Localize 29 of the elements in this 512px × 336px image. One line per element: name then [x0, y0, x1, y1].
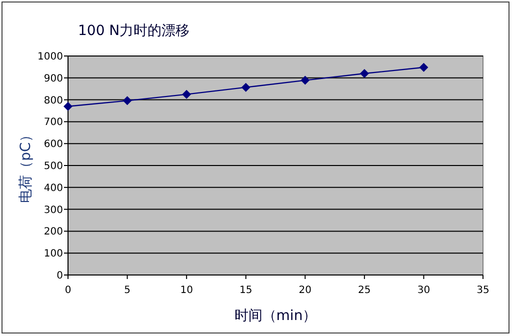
y-tick-label: 600	[44, 139, 63, 150]
x-tick-label: 10	[180, 285, 193, 296]
y-tick-label: 800	[44, 95, 63, 106]
x-tick-label: 25	[358, 285, 371, 296]
point	[122, 96, 132, 106]
y-tick-label: 500	[44, 161, 63, 172]
point	[360, 69, 369, 78]
x-tick-label: 20	[298, 285, 312, 296]
point	[182, 90, 192, 99]
chart-title: 100 N力时的漂移	[78, 23, 190, 39]
x-tick-label: 35	[476, 285, 490, 296]
point	[241, 82, 250, 92]
y-tick-label: 300	[44, 204, 63, 216]
x-tick-label: 5	[124, 285, 130, 296]
point	[419, 62, 428, 72]
y-tick-label: 100	[44, 248, 63, 260]
x-axis-title: 时间（min）	[234, 308, 317, 324]
y-tick-label: 900	[44, 73, 63, 84]
x-tick-label: 30	[417, 285, 430, 296]
x-tick-label: 0	[64, 285, 72, 296]
point	[300, 76, 310, 85]
y-axis-title: 电荷（pC）	[18, 128, 34, 203]
y-tick-label: 0	[56, 270, 63, 282]
y-tick-label: 1000	[38, 52, 63, 62]
y-tick-label: 200	[44, 226, 63, 238]
y-tick-label: 700	[44, 117, 63, 128]
y-tick-label: 400	[44, 182, 63, 194]
point	[64, 102, 72, 111]
x-tick-label: 15	[239, 285, 252, 296]
